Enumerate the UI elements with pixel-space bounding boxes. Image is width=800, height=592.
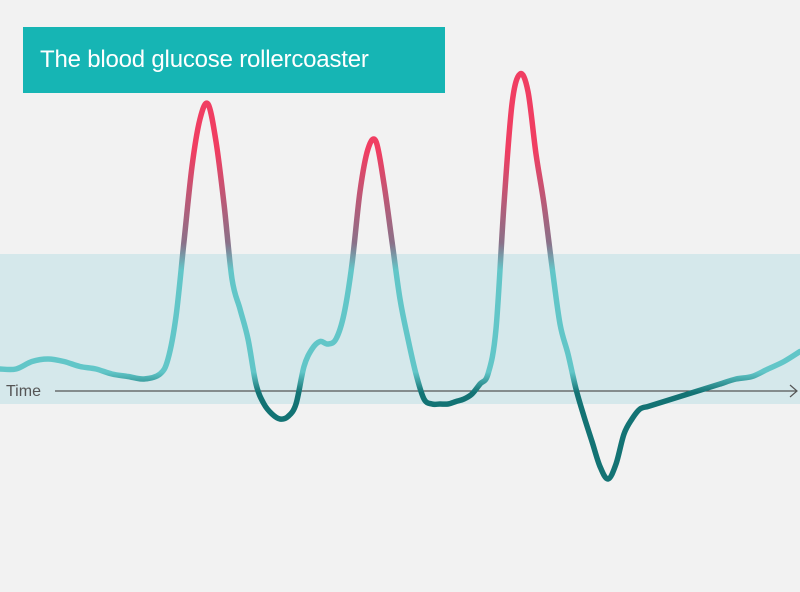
glucose-point-23 <box>262 402 266 406</box>
glucose-point-59 <box>550 265 554 269</box>
glucose-point-35 <box>358 190 362 194</box>
glucose-point-68 <box>622 432 626 436</box>
glucose-point-40 <box>398 297 402 301</box>
glucose-point-9 <box>142 377 146 381</box>
glucose-point-65 <box>598 465 602 469</box>
glucose-point-34 <box>350 262 354 266</box>
glucose-point-28 <box>302 365 306 369</box>
glucose-point-27 <box>294 402 298 406</box>
x-axis-label: Time <box>6 383 41 400</box>
glucose-point-75 <box>678 395 682 399</box>
glucose-point-37 <box>374 140 378 144</box>
glucose-point-29 <box>310 347 314 351</box>
glucose-point-22 <box>254 382 258 386</box>
glucose-point-58 <box>542 202 546 206</box>
glucose-point-50 <box>478 382 482 386</box>
glucose-point-69 <box>630 417 634 421</box>
glucose-point-16 <box>206 102 210 106</box>
glucose-point-32 <box>334 337 338 341</box>
glucose-point-44 <box>430 402 434 406</box>
glucose-point-38 <box>382 182 386 186</box>
glucose-point-79 <box>710 385 714 389</box>
glucose-point-19 <box>230 277 234 281</box>
glucose-point-5 <box>78 365 82 369</box>
glucose-point-17 <box>214 140 218 144</box>
glucose-point-1 <box>14 367 18 371</box>
glucose-point-57 <box>534 152 538 156</box>
glucose-point-62 <box>574 387 578 391</box>
glucose-point-60 <box>558 322 562 326</box>
glucose-point-49 <box>470 392 474 396</box>
glucose-point-42 <box>414 372 418 376</box>
glucose-point-64 <box>590 440 594 444</box>
glucose-point-31 <box>326 342 330 346</box>
glucose-point-51 <box>486 372 490 376</box>
glucose-point-48 <box>462 397 466 401</box>
chart-title: The blood glucose rollercoaster <box>40 46 369 73</box>
glucose-point-77 <box>694 390 698 394</box>
glucose-point-72 <box>654 402 658 406</box>
glucose-point-26 <box>286 415 290 419</box>
glucose-point-61 <box>566 352 570 356</box>
glucose-point-83 <box>766 367 770 371</box>
glucose-point-36 <box>366 147 370 151</box>
glucose-point-43 <box>422 397 426 401</box>
glucose-point-18 <box>222 202 226 206</box>
chart-title-box: The blood glucose rollercoaster <box>23 27 445 93</box>
glucose-point-10 <box>158 372 162 376</box>
glucose-point-6 <box>94 367 98 371</box>
time-axis-arrowhead <box>789 384 798 398</box>
glucose-point-12 <box>174 315 178 319</box>
glucose-point-47 <box>454 400 458 404</box>
glucose-point-53 <box>502 202 506 206</box>
glucose-point-8 <box>126 375 130 379</box>
glucose-point-2 <box>30 360 34 364</box>
glucose-point-82 <box>750 375 754 379</box>
glucose-point-20 <box>238 307 242 311</box>
glucose-series-line-0 <box>0 70 800 482</box>
glucose-point-46 <box>446 402 450 406</box>
glucose-point-56 <box>526 90 530 94</box>
glucose-point-81 <box>734 377 738 381</box>
glucose-point-41 <box>406 337 410 341</box>
glucose-point-78 <box>702 387 706 391</box>
time-axis: Time <box>6 383 798 400</box>
glucose-point-25 <box>278 417 282 421</box>
glucose-point-21 <box>246 337 250 341</box>
glucose-point-63 <box>582 415 586 419</box>
glucose-point-67 <box>614 462 618 466</box>
glucose-point-80 <box>718 382 722 386</box>
glucose-point-3 <box>46 357 50 361</box>
glucose-point-15 <box>198 117 202 121</box>
glucose-point-14 <box>190 165 194 169</box>
glucose-point-13 <box>182 240 186 244</box>
glucose-point-76 <box>686 392 690 396</box>
glucose-point-70 <box>638 407 642 411</box>
glucose-point-74 <box>670 397 674 401</box>
glucose-point-39 <box>390 240 394 244</box>
target-range-band <box>0 254 800 404</box>
glucose-point-55 <box>518 72 522 76</box>
glucose-point-45 <box>438 402 442 406</box>
glucose-point-30 <box>318 340 322 344</box>
glucose-point-54 <box>510 102 514 106</box>
glucose-point-73 <box>662 400 666 404</box>
glucose-point-24 <box>270 412 274 416</box>
glucose-point-11 <box>166 357 170 361</box>
glucose-point-71 <box>646 405 650 409</box>
glucose-point-4 <box>62 360 66 364</box>
glucose-point-7 <box>110 372 114 376</box>
series-layer <box>0 70 800 482</box>
glucose-point-66 <box>606 477 610 481</box>
glucose-point-84 <box>782 360 786 364</box>
glucose-point-33 <box>342 312 346 316</box>
glucose-point-52 <box>494 327 498 331</box>
